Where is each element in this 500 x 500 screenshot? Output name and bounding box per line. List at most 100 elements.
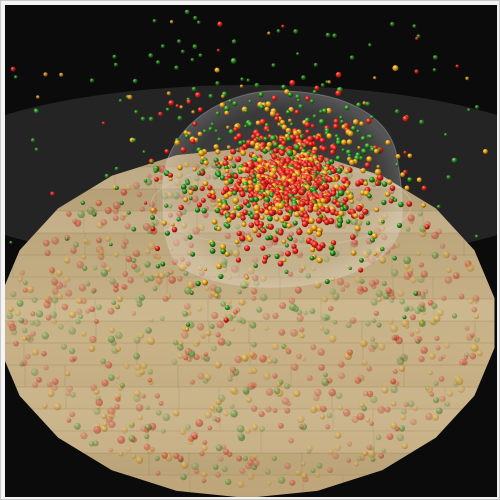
floor-orange-sphere [297,415,305,424]
green-sphere [224,305,230,311]
floor-red-sphere [45,314,52,321]
floor-red-sphere [139,206,146,212]
floor-orange-sphere [300,461,306,467]
floor-red-sphere [108,447,114,453]
red-sphere [248,222,255,228]
green-sphere [350,125,357,132]
orange-sphere [326,133,333,139]
green-sphere [182,188,188,194]
green-sphere [339,119,345,125]
floor-green-sphere [145,327,152,334]
floor-green-sphere [381,448,387,453]
red-sphere [335,71,342,78]
orange-sphere [265,101,272,107]
floor-orange-sphere [65,371,71,377]
floor-green-sphere [16,299,24,307]
red-sphere [421,185,427,191]
green-sphere [341,148,346,152]
green-sphere [191,86,197,92]
floor-red-sphere [400,354,407,360]
green-sphere [301,75,306,80]
orange-sphere [264,106,270,112]
red-sphere [233,127,239,132]
floor-orange-sphere [476,350,483,357]
green-sphere [312,89,317,95]
floor-red-sphere [338,361,345,368]
floor-orange-sphere [377,343,386,351]
floor-green-sphere [259,426,265,432]
orange-sphere [281,239,287,244]
floor-red-sphere [100,219,108,226]
floor-orange-sphere [412,405,419,412]
green-sphere [267,215,273,222]
floor-orange-sphere [63,256,71,264]
floor-red-sphere [201,478,207,484]
red-sphere [164,149,170,154]
floor-red-sphere [284,407,291,414]
red-sphere [259,118,267,126]
floor-red-sphere [343,282,350,289]
orange-sphere [280,119,285,125]
green-sphere [296,98,301,103]
floor-red-sphere [435,345,441,351]
green-sphere [132,138,137,143]
orange-sphere [36,95,40,99]
floor-red-sphere [120,215,126,221]
red-sphere [240,215,246,221]
floor-red-sphere [320,405,327,413]
orange-sphere [202,279,208,286]
floor-red-sphere [409,332,415,337]
floor-red-sphere [272,373,278,379]
orange-sphere [353,213,359,219]
floor-green-sphere [50,311,58,319]
green-sphere [174,65,179,70]
red-sphere [223,155,229,161]
red-sphere [307,206,314,213]
floor-red-sphere [32,382,39,389]
green-sphere [381,181,388,187]
green-sphere [364,143,371,149]
3d-scene[interactable] [5,5,497,497]
red-sphere [414,69,419,74]
green-sphere [195,280,201,287]
floor-orange-sphere [109,327,115,334]
floor-red-sphere [108,420,116,429]
floor-green-sphere [51,297,59,304]
orange-sphere [323,166,329,172]
floor-orange-sphere [398,365,405,372]
orange-sphere [219,243,226,251]
green-sphere [365,101,371,107]
floor-red-sphere [51,237,59,245]
green-sphere [209,248,216,254]
floor-red-sphere [390,378,397,385]
floor-red-sphere [122,271,129,277]
floor-orange-sphere [319,414,325,420]
red-sphere [299,189,305,195]
floor-green-sphere [306,449,312,454]
floor-red-sphere [409,219,415,225]
floor-orange-sphere [115,374,120,380]
floor-orange-sphere [442,251,450,259]
red-sphere [455,64,459,68]
floor-red-sphere [150,446,156,453]
floor-green-sphere [23,280,28,286]
floor-green-sphere [70,391,76,398]
floor-orange-sphere [295,469,302,477]
orange-sphere [347,130,354,137]
green-sphere [219,175,226,181]
floor-red-sphere [152,253,159,259]
green-sphere [344,105,350,111]
floor-green-sphere [376,322,382,328]
floor-orange-sphere [42,403,48,409]
green-sphere [197,171,202,176]
green-sphere [150,215,156,220]
floor-red-sphere [338,372,346,380]
orange-sphere [338,210,345,217]
orange-sphere [373,148,379,154]
floor-red-sphere [78,284,87,292]
floor-green-sphere [375,289,383,298]
red-sphere [281,24,285,28]
floor-green-sphere [418,211,423,217]
green-sphere [394,109,400,114]
